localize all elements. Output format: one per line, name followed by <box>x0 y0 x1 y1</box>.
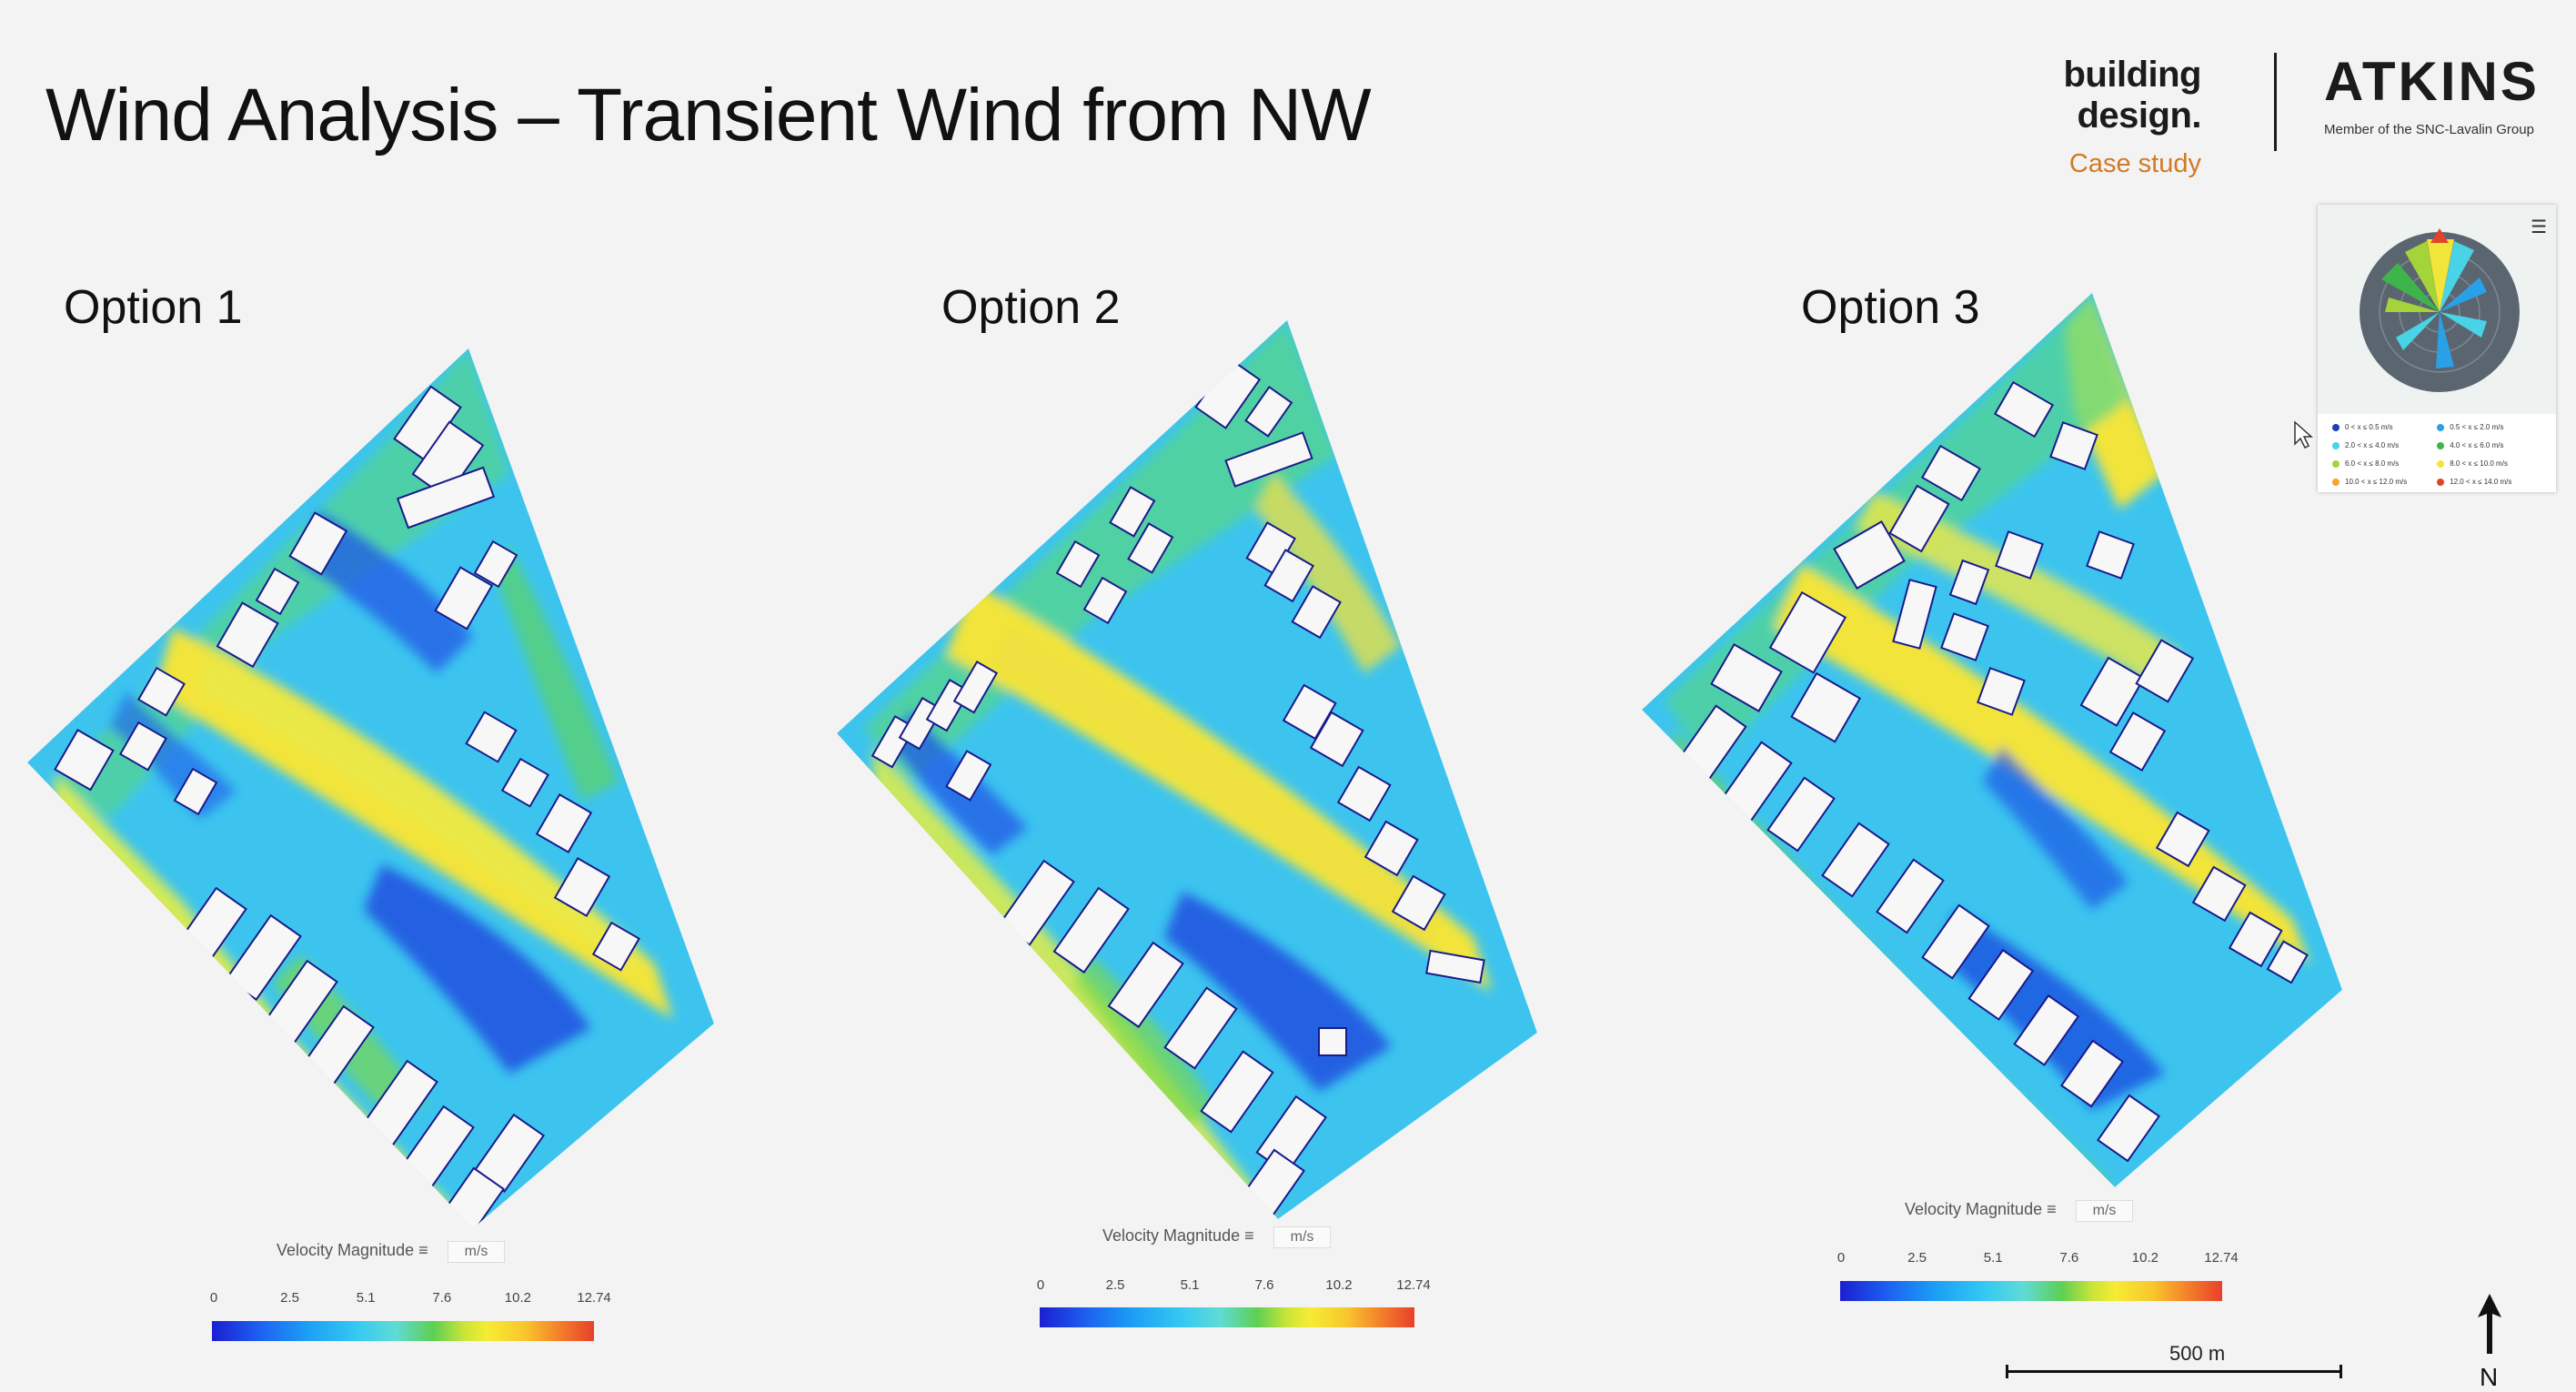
windrose-legend-item: 10.0 < x ≤ 12.0 m/s <box>2332 478 2437 486</box>
north-label: N <box>2480 1363 2499 1391</box>
legend-3-header: Velocity Magnitude ≡ m/s <box>1905 1200 2134 1222</box>
legend-swatch <box>2332 459 2340 468</box>
windrose-legend-label: 8.0 < x ≤ 10.0 m/s <box>2450 459 2508 468</box>
legend-3-title: Velocity Magnitude <box>1905 1200 2043 1218</box>
legend-swatch <box>2437 441 2445 449</box>
windrose-legend-label: 0.5 < x ≤ 2.0 m/s <box>2450 423 2504 431</box>
legend-2-tick: 0 <box>1036 1277 1045 1293</box>
legend-3-unit-select[interactable]: m/s <box>2075 1200 2134 1222</box>
windrose-legend-item: 8.0 < x ≤ 10.0 m/s <box>2437 459 2541 468</box>
legend-2-tick: 12.74 <box>1396 1277 1431 1293</box>
legend-2-unit-select[interactable]: m/s <box>1273 1226 1332 1248</box>
windrose-legend-label: 4.0 < x ≤ 6.0 m/s <box>2450 441 2504 449</box>
legend-swatch <box>2332 423 2340 431</box>
legend-swatch <box>2437 459 2445 468</box>
windrose-legend-label: 12.0 < x ≤ 14.0 m/s <box>2450 478 2512 486</box>
company-name: ATKINS <box>2324 51 2540 112</box>
publication-sub: Case study <box>2068 149 2201 178</box>
legend-1-tick: 0 <box>209 1290 218 1306</box>
legend-2-tick: 2.5 <box>1105 1277 1125 1293</box>
legend-1-header: Velocity Magnitude ≡ m/s <box>277 1241 506 1263</box>
legend-swatch <box>2332 441 2340 449</box>
legend-3-colorbar <box>1840 1281 2222 1301</box>
legend-1-unit-select[interactable]: m/s <box>447 1241 506 1263</box>
legend-3-ticks: 0 2.5 5.1 7.6 10.2 12.74 <box>1837 1250 2239 1268</box>
legend-1-title: Velocity Magnitude <box>277 1241 415 1259</box>
legend-2-title: Velocity Magnitude <box>1102 1226 1241 1245</box>
legend-1-tick: 2.5 <box>280 1290 300 1306</box>
legend-2-tick: 5.1 <box>1180 1277 1200 1293</box>
legend-swatch <box>2332 478 2340 486</box>
legend-2-colorbar <box>1040 1307 1414 1327</box>
legend-3-tick: 0 <box>1836 1250 1846 1266</box>
legend-1-tick: 10.2 <box>504 1290 531 1306</box>
north-arrow-icon <box>2478 1294 2501 1354</box>
option-2-label: Option 2 <box>941 281 1121 334</box>
company-sub: Member of the SNC-Lavalin Group <box>2324 122 2534 137</box>
windrose-panel: ☰ 0 < x ≤ 0.5 m/s 0.5 < x ≤ 2.0 m/s 2.0 < … <box>2318 205 2556 492</box>
legend-1-tick: 12.74 <box>577 1290 611 1306</box>
windrose-legend-item: 0 < x ≤ 0.5 m/s <box>2332 423 2437 431</box>
legend-swatch <box>2437 423 2445 431</box>
scale-bar <box>2006 1365 2342 1378</box>
option-1-label: Option 1 <box>64 281 243 334</box>
windrose-legend-label: 6.0 < x ≤ 8.0 m/s <box>2345 459 2400 468</box>
legend-swatch <box>2437 478 2445 486</box>
brand-divider <box>2274 53 2277 151</box>
windrose-legend-item: 4.0 < x ≤ 6.0 m/s <box>2437 441 2541 449</box>
legend-3-tick: 7.6 <box>2059 1250 2079 1266</box>
legend-2-tick: 10.2 <box>1325 1277 1353 1293</box>
legend-3-tick: 10.2 <box>2131 1250 2158 1266</box>
option-1-plot <box>27 348 714 1228</box>
option-3-label: Option 3 <box>1801 281 1980 334</box>
windrose-legend-label: 10.0 < x ≤ 12.0 m/s <box>2345 478 2408 486</box>
legend-3-tick: 5.1 <box>1983 1250 2003 1266</box>
option-3-plot <box>1642 293 2342 1187</box>
windrose-legend-item: 6.0 < x ≤ 8.0 m/s <box>2332 459 2437 468</box>
windrose-legend: 0 < x ≤ 0.5 m/s 0.5 < x ≤ 2.0 m/s 2.0 < x … <box>2332 418 2551 490</box>
legend-1-ticks: 0 2.5 5.1 7.6 10.2 12.74 <box>210 1290 611 1308</box>
legend-2-tick: 7.6 <box>1254 1277 1274 1293</box>
windrose-legend-item: 0.5 < x ≤ 2.0 m/s <box>2437 423 2541 431</box>
hamburger-icon[interactable]: ☰ <box>2531 217 2547 237</box>
atkins-logo: ATKINS Member of the SNC-Lavalin Group <box>2324 51 2540 138</box>
legend-2-ticks: 0 2.5 5.1 7.6 10.2 12.74 <box>1037 1277 1431 1296</box>
legend-3-tick: 2.5 <box>1907 1250 1927 1266</box>
windrose-chart <box>2318 205 2556 414</box>
windrose-legend-item: 2.0 < x ≤ 4.0 m/s <box>2332 441 2437 449</box>
cursor-icon <box>2294 420 2313 449</box>
legend-2-header: Velocity Magnitude ≡ m/s <box>1102 1226 1332 1248</box>
building-design-logo: building design. Case study <box>1947 55 2201 179</box>
publication-name: building design. <box>2063 55 2201 136</box>
legend-3-tick: 12.74 <box>2204 1250 2239 1266</box>
windrose-legend-label: 0 < x ≤ 0.5 m/s <box>2345 423 2393 431</box>
scale-label: 500 m <box>2169 1342 2226 1365</box>
slide-title: Wind Analysis – Transient Wind from NW <box>45 74 1372 156</box>
windrose-legend-item: 12.0 < x ≤ 14.0 m/s <box>2437 478 2541 486</box>
option-2-plot <box>837 320 1537 1219</box>
legend-1-tick: 5.1 <box>356 1290 376 1306</box>
legend-1-colorbar <box>212 1321 594 1341</box>
legend-1-tick: 7.6 <box>432 1290 452 1306</box>
windrose-legend-label: 2.0 < x ≤ 4.0 m/s <box>2345 441 2400 449</box>
